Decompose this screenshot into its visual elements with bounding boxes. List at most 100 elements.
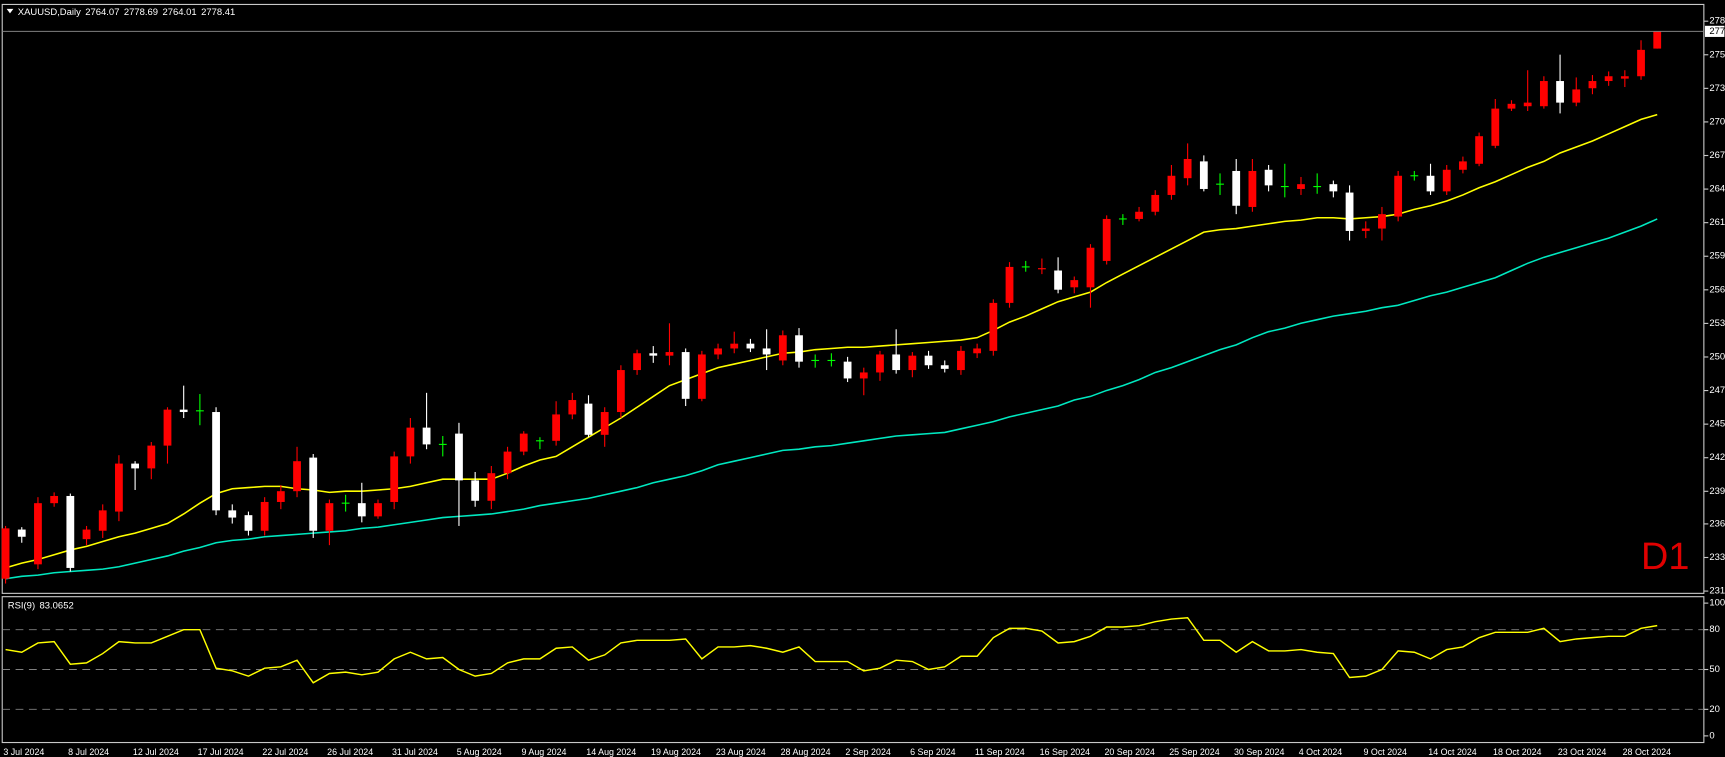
candle-body (568, 400, 577, 415)
candle-body (244, 515, 253, 531)
symbol-menu-arrow[interactable] (6, 8, 14, 14)
candle-body (1426, 175, 1435, 192)
candle-body (455, 433, 463, 481)
x-tick-label: 30 Sep 2024 (1234, 747, 1284, 757)
candle-body (179, 409, 188, 413)
candle-body (1054, 270, 1062, 290)
x-tick-label: 19 Aug 2024 (651, 747, 701, 757)
candle-body (34, 503, 42, 565)
candle-body (503, 451, 512, 474)
x-tick-label: 9 Aug 2024 (522, 747, 567, 757)
candle-body (714, 348, 722, 355)
price-panel-frame (1, 3, 1705, 594)
candle-body (876, 354, 884, 373)
candle-body (1459, 161, 1467, 170)
candle-body (600, 412, 609, 435)
candle-body (406, 427, 415, 457)
x-tick-label: 6 Sep 2024 (910, 747, 956, 757)
candle-body (1604, 76, 1613, 82)
candle-body (957, 350, 965, 371)
x-tick-label: 22 Jul 2024 (262, 747, 308, 757)
candle-body (762, 348, 771, 355)
candle-body (276, 491, 285, 502)
candle-body (163, 409, 172, 446)
ohlc-high: 2778.69 (124, 7, 158, 18)
candle-body (115, 463, 123, 512)
ohlc-low: 2764.01 (163, 7, 197, 18)
y-tick-label: 50 (1709, 664, 1720, 675)
candle-body (374, 503, 382, 517)
x-tick-label: 28 Oct 2024 (1623, 747, 1671, 757)
x-tick-label: 5 Aug 2024 (457, 747, 502, 757)
y-tick-label: 2590.90 (1709, 251, 1725, 262)
candle-body (1507, 103, 1516, 109)
candle-body (325, 503, 334, 531)
candle-body (892, 354, 901, 371)
y-tick-label: 2506.90 (1709, 351, 1725, 362)
ohlc-values: 2764.07 2778.69 2764.01 2778.41 (85, 7, 235, 18)
candle-body (859, 372, 868, 379)
candle-body (1620, 76, 1629, 79)
candle-body (1394, 175, 1403, 217)
candle-body (1523, 102, 1532, 107)
candle-body (82, 529, 91, 540)
candle-body (1102, 218, 1111, 261)
rsi-last: 83.0652 (40, 600, 74, 611)
rsi-value: 83.0652 (40, 600, 74, 611)
candle-body (309, 457, 318, 531)
x-tick-label: 11 Sep 2024 (975, 747, 1025, 757)
y-tick-label: 2534.90 (1709, 318, 1725, 329)
y-tick-label: 20 (1709, 704, 1720, 715)
x-tick-label: 23 Aug 2024 (716, 747, 766, 757)
candle-body (1556, 81, 1564, 103)
candle-body (665, 352, 674, 356)
candle-body (147, 445, 156, 469)
candle-body (1199, 161, 1208, 189)
candle-body (1345, 192, 1354, 231)
candle-body (1248, 170, 1257, 207)
x-tick-label: 28 Aug 2024 (781, 747, 831, 757)
candle-body (1135, 211, 1143, 219)
candle-body (1086, 247, 1095, 288)
candle-body (66, 495, 75, 568)
x-tick-label: 4 Oct 2024 (1299, 747, 1343, 757)
candle-body (973, 348, 982, 354)
x-tick-label: 26 Jul 2024 (327, 747, 373, 757)
y-tick-label: 2478.90 (1709, 385, 1725, 396)
candle-body (228, 510, 237, 518)
rsi-header: RSI(9) 83.0652 (8, 600, 74, 611)
candle-body (989, 302, 998, 351)
candle-body (940, 365, 949, 369)
candle-body (260, 501, 269, 531)
x-tick-label: 18 Oct 2024 (1493, 747, 1541, 757)
x-tick-label: 8 Jul 2024 (68, 747, 109, 757)
candle-body (1151, 194, 1160, 212)
ohlc-open: 2764.07 (85, 7, 119, 18)
candle-body (633, 353, 641, 371)
candle-body (471, 480, 480, 501)
candle-body (1361, 228, 1370, 231)
candle-body (795, 335, 803, 362)
y-tick-label: 2311.70 (1709, 586, 1725, 597)
candle-body (1475, 136, 1483, 164)
candle-body (1491, 108, 1500, 146)
candle-body (1183, 158, 1192, 179)
candle-body (50, 495, 59, 504)
symbol-title: XAUUSD,Daily (18, 7, 81, 18)
candle-body (131, 463, 140, 469)
candle-body (778, 335, 787, 361)
y-tick-label: 2367.70 (1709, 518, 1725, 529)
candle-body (1588, 81, 1597, 89)
y-tick-label: 2646.90 (1709, 184, 1725, 195)
candle-body (924, 355, 933, 366)
candle-body (908, 355, 917, 371)
candle-body (746, 343, 755, 349)
x-tick-label: 9 Oct 2024 (1364, 747, 1408, 757)
candle-body (552, 414, 561, 441)
y-tick-label: 2758.90 (1709, 49, 1725, 60)
